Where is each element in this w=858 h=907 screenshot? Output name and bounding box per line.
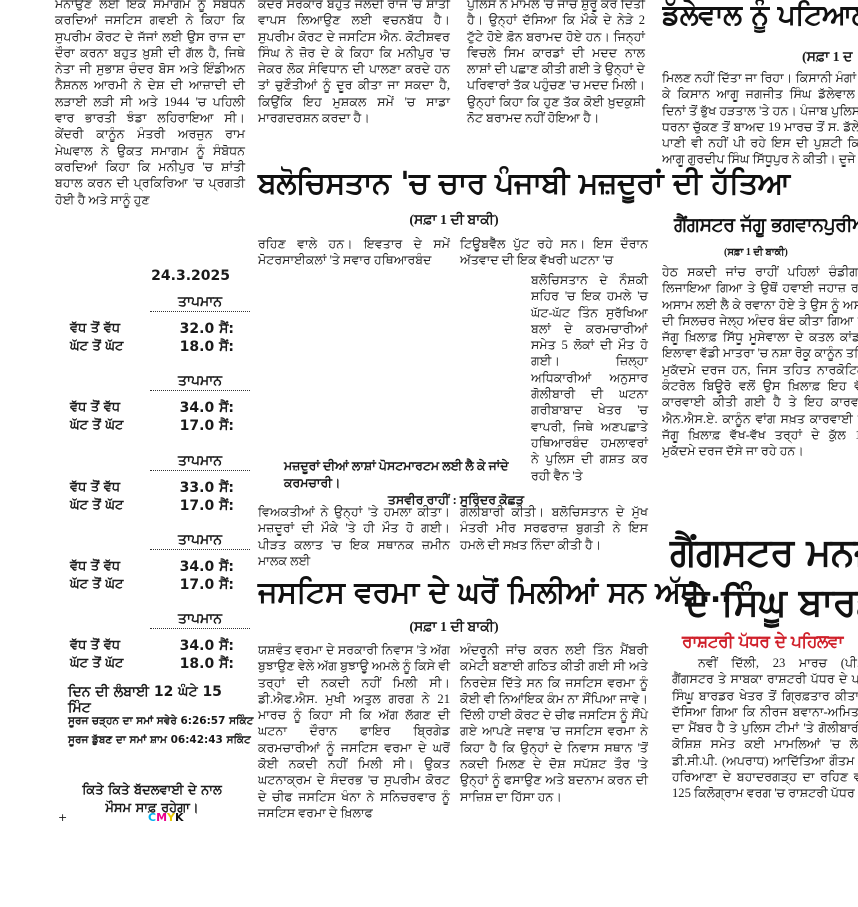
photo-area [260,270,522,454]
max-label: ਵੱਧ ਤੋਂ ਵੱਧ [70,321,121,336]
headline: ਦੇ ਸਿੰਘੂ ਬਾਰਡਰ [684,580,858,624]
photo-caption: ਮਜ਼ਦੂਰਾਂ ਦੀਆਂ ਲਾਸ਼ਾਂ ਪੋਸਟਮਾਰਟਮ ਲਈ ਲੈ ਕੇ … [262,458,524,509]
weather-title: ਤਾਪਮਾਨ [150,532,250,550]
max-label: ਵੱਧ ਤੋਂ ਵੱਧ [70,400,121,416]
cmyk-letter: C [148,811,157,824]
article-text: ਨਵੀਂ ਦਿੱਲੀ, 23 ਮਾਰਚ (ਪੀ.ਟੀ.ਆਈ.)- ਗੈਂਗਸਟਰ… [672,656,858,801]
cmyk-letter: M [156,811,168,824]
article-text: ਵਿਅਕਤੀਆਂ ਨੇ ਉਨ੍ਹਾਂ 'ਤੇ ਹਮਲਾ ਕੀਤਾ। ਮਜ਼ਦੂਰ… [258,505,450,568]
headline: ਡੱਲੇਵਾਲ ਨੂੰ ਪਟਿਆਲਾ ਦੇ ਨਿੱਜੀ ਹ [662,0,858,31]
sunrise: ਸੂਰਜ ਚੜ੍ਹਨ ਦਾ ਸਮਾਂ ਸਵੇਰੇ 6:26:57 ਸਕਿੰਟ [68,715,254,727]
min-value: 18.0 ਸੈਂ: [179,339,234,355]
caption-text: ਮਜ਼ਦੂਰਾਂ ਦੀਆਂ ਲਾਸ਼ਾਂ ਪੋਸਟਮਾਰਟਮ ਲਈ ਲੈ ਕੇ … [284,459,509,490]
register-plus: + [58,811,68,824]
kicker: ਰਾਸ਼ਟਰੀ ਪੱਧਰ ਦੇ ਪਹਿਲਵਾ [682,632,843,652]
article-text: ਅੰਦਰੂਨੀ ਜਾਂਚ ਕਰਨ ਲਈ ਤਿੰਨ ਮੈਂਬਰੀ ਕਮੇਟੀ ਬਣ… [460,643,648,804]
headline: ਬਲੋਚਿਸਤਾਨ 'ਚ ਚਾਰ ਪੰਜਾਬੀ ਮਜ਼ਦੂਰਾਂ ਦੀ ਹੱਤਿ… [258,166,790,201]
article-text: ਯਸ਼ਵੰਤ ਵਰਮਾ ਦੇ ਸਰਕਾਰੀ ਨਿਵਾਸ 'ਤੇ ਅੱਗ ਬੁਝਾ… [258,643,450,820]
min-value: 17.0 ਸੈਂ: [179,576,234,593]
article-text: ਮਿਲਣ ਨਹੀਂ ਦਿੱਤਾ ਜਾ ਰਿਹਾ। ਕਿਸਾਨੀ ਮੰਗਾਂ ਨੂ… [662,71,858,167]
col-a-text: ਮਨਾਉਣ ਲਈ ਇਕ ਸਮਾਗਮ ਨੂੰ ਸੰਬੋਧਨ ਕਰਦਿਆਂ ਜਸਟਿ… [55,0,245,207]
cmyk-marks: CMYK [148,811,184,824]
min-label: ਘੱਟ ਤੋਂ ਘੱਟ [70,656,124,672]
max-value: 34.0 ਸੈਂ: [179,638,234,655]
subhead: (ਸਫ਼ਾ 1 ਦੀ ਬਾਕੀ) [409,620,499,635]
min-label: ਘੱਟ ਤੋਂ ਘੱਟ [70,339,124,354]
min-label: ਘੱਟ ਤੋਂ ਘੱਟ [70,576,124,592]
article-text: ਬਲੋਚਿਸਤਾਨ ਦੇ ਨੌਸ਼ਕੀ ਸ਼ਹਿਰ 'ਚ ਇਕ ਹਮਲੇ 'ਚ … [531,273,648,483]
max-label: ਵੱਧ ਤੋਂ ਵੱਧ [70,638,121,654]
min-label: ਘੱਟ ਤੋਂ ਘੱਟ [70,497,124,513]
day-length: ਦਿਨ ਦੀ ਲੰਬਾਈ 12 ਘੰਟੇ 15 ਮਿੰਟ [68,684,222,716]
article-text: ਹੇਠ ਸਕਦੀ ਜਾਂਚ ਰਾਹੀਂ ਪਹਿਲਾਂ ਚੰਡੀਗੜ੍ਹ ਲਿਜਾ… [662,265,858,459]
weather-title: ਤਾਪਮਾਨ [150,453,250,471]
article-text: ਟਿਊਬਵੈੱਲ ਪੁੱਟ ਰਹੇ ਸਨ। ਇਸ ਦੌਰਾਨ ਅੱਤਵਾਦ ਦੀ… [460,237,648,268]
min-value: 18.0 ਸੈਂ: [179,656,234,673]
weather-title: ਤਾਪਮਾਨ [150,294,250,312]
min-value: 17.0 ਸੈਂ: [179,497,234,514]
forecast: ਕਿਤੇ ਕਿਤੇ ਬੱਦਲਵਾਈ ਦੇ ਨਾਲ ਮੌਸਮ ਸਾਫ਼ ਰਹੇਗਾ… [82,783,222,816]
min-value: 17.0 ਸੈਂ: [179,418,234,435]
max-label: ਵੱਧ ਤੋਂ ਵੱਧ [70,558,121,574]
max-value: 34.0 ਸੈਂ: [179,400,234,417]
max-label: ਵੱਧ ਤੋਂ ਵੱਧ [70,479,121,495]
sunset: ਸੂਰਜ ਡੁੱਬਣ ਦਾ ਸਮਾਂ ਸ਼ਾਮ 06:42:43 ਸਕਿੰਟ [68,734,251,746]
weather-date: 24.3.2025 [151,268,230,284]
weather-title: ਤਾਪਮਾਨ [150,373,250,392]
article-text: ਗੋਲੀਬਾਰੀ ਕੀਤੀ। ਬਲੋਚਿਸਤਾਨ ਦੇ ਮੁੱਖ ਮੰਤਰੀ ਮ… [460,505,648,552]
cmyk-letter: K [175,811,184,824]
subhead: (ਸਫ਼ਾ 1 ਦੀ ਬਾਕੀ) [409,213,499,228]
weather-title: ਤਾਪਮਾਨ [150,611,250,630]
max-value: 34.0 ਸੈਂ: [179,558,234,575]
max-value: 32.0 ਸੈਂ: [179,321,234,337]
subhead: (ਸਫ਼ਾ 1 ਦ [802,50,853,65]
col-c-text: ਪੁਲਿਸ ਨੇ ਮਾਮਲੇ 'ਚ ਜਾਂਚ ਸ਼ੁਰੂ ਕਰ ਦਿੱਤੀ ਹੈ… [467,0,645,126]
right-column: ਡੱਲੇਵਾਲ ਨੂੰ ਪਟਿਆਲਾ ਦੇ ਨਿੱਜੀ ਹ (ਸਫ਼ਾ 1 ਦ … [662,0,858,907]
headline: ਗੈਂਗਸਟਰ ਜੱਗੂ ਭਗਵਾਨਪੁਰੀਆ... [674,214,858,236]
cmyk-letter: Y [167,811,175,824]
headline: ਜਸਟਿਸ ਵਰਮਾ ਦੇ ਘਰੋਂ ਮਿਲੀਆਂ ਸਨ ਅੱਧ... [258,575,732,610]
col-b-text: ਕੇਂਦਰ ਸਰਕਾਰ ਬਹੁਤ ਜਲਦੀ ਰਾਜ 'ਚ ਸ਼ਾਂਤੀ ਵਾਪਸ… [258,0,450,126]
subhead: (ਸਫ਼ਾ 1 ਦੀ ਬਾਕੀ) [724,247,788,258]
max-value: 33.0 ਸੈਂ: [179,479,234,496]
min-label: ਘੱਟ ਤੋਂ ਘੱਟ [70,418,124,434]
article-text: ਰਹਿਣ ਵਾਲੇ ਹਨ। ਇਵਤਾਰ ਦੇ ਸਮੇਂ ਮੋਟਰਸਾਈਕਲਾਂ … [258,237,450,268]
photo-credit: ਤਸਵੀਰ ਰਾਹੀਂ : ਸੁਰਿੰਦਰ ਕੋਛੜ [387,493,524,507]
headline: ਗੈਂਗਸਟਰ ਮਨਜੀ [670,530,858,574]
